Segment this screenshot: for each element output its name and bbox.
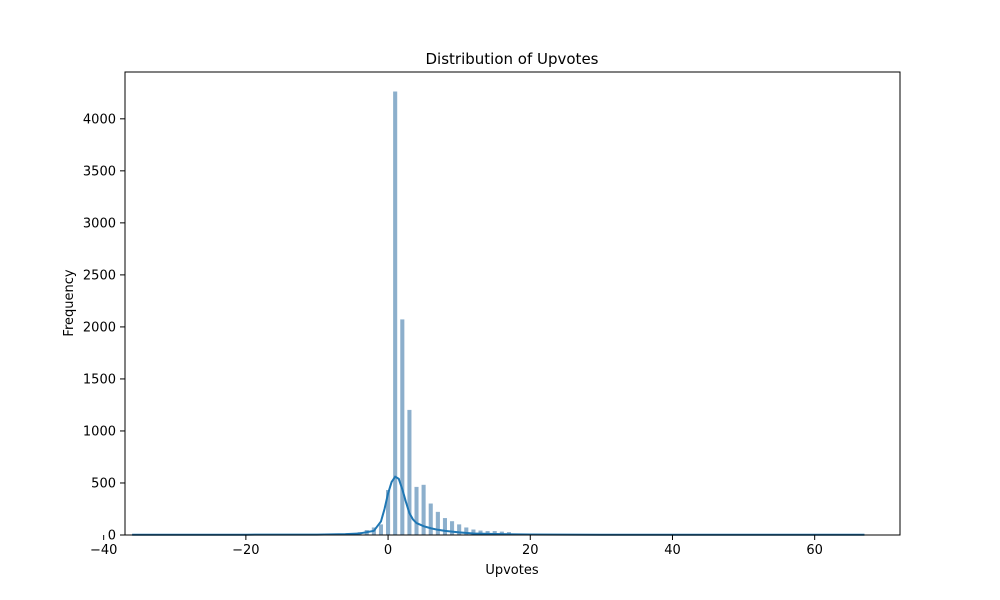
chart-title: Distribution of Upvotes: [426, 50, 599, 68]
x-tick-label: 40: [664, 543, 681, 558]
x-tick-label: 20: [522, 543, 539, 558]
y-tick-label: 2500: [83, 268, 116, 283]
y-tick-label: 1500: [83, 372, 116, 387]
y-tick-label: 3000: [83, 216, 116, 231]
x-tick-label: −20: [232, 543, 259, 558]
y-axis-ticks: 0 500 1000 1500 2000 2500 3000 3500 4000: [83, 112, 125, 544]
histogram-bar: [400, 319, 405, 536]
y-tick-label: 2000: [83, 320, 116, 335]
x-tick-label: −40: [90, 543, 117, 558]
plot-frame: [124, 71, 901, 536]
histogram-bar: [450, 521, 455, 536]
histogram-bar: [435, 511, 440, 536]
y-tick-label: 0: [108, 529, 116, 544]
y-axis-title: Frequency: [62, 269, 77, 336]
y-tick-label: 4000: [83, 112, 116, 127]
x-tick-label: 0: [384, 543, 392, 558]
histogram-bar: [378, 524, 384, 536]
y-tick-label: 3500: [83, 164, 116, 179]
histogram-bar: [442, 518, 447, 536]
y-tick-label: 1000: [83, 424, 116, 439]
x-tick-label: 60: [806, 543, 823, 558]
histogram-bar: [428, 503, 433, 536]
x-axis-ticks: −40 −20 0 20 40 60: [90, 535, 823, 558]
histogram-bar: [393, 91, 398, 536]
y-tick-label: 500: [91, 476, 116, 491]
x-axis-title: Upvotes: [485, 563, 539, 578]
histogram-bar: [414, 486, 419, 536]
kde-curve: [132, 475, 865, 536]
